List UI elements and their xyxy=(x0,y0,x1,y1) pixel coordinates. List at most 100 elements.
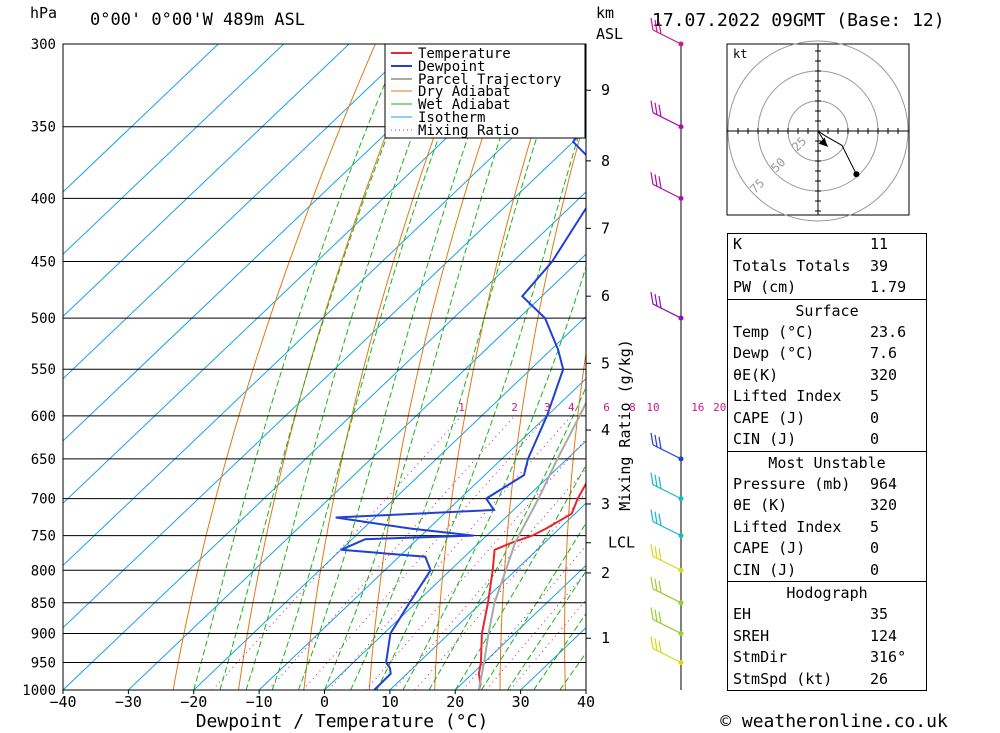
surface-row: Temp (°C) 23.6 xyxy=(728,322,926,344)
storm-motion-arrow xyxy=(818,137,828,147)
wind-barb-dot xyxy=(678,124,684,130)
isotherm-line xyxy=(389,502,586,690)
wind-barb-flag xyxy=(654,638,658,651)
isotherm-line xyxy=(63,44,285,255)
mixing-ratio-label: 3 xyxy=(544,401,551,414)
mu-row: Lifted Index 5 xyxy=(728,517,926,539)
pressure-tick-label: 450 xyxy=(31,255,56,271)
wet-adiabat-line xyxy=(271,44,474,690)
hodo-label: StmDir xyxy=(733,648,788,666)
pressure-tick-label: 300 xyxy=(31,37,56,53)
legend-temperature: Temperature xyxy=(418,46,511,62)
wind-barb-flag xyxy=(650,291,654,305)
wet-adiabat-line xyxy=(297,44,502,690)
x-tick-label: 0 xyxy=(320,693,329,711)
wind-barb-flag xyxy=(650,576,654,589)
mixing-ratio-title: Mixing Ratio (g/kg) xyxy=(616,339,634,511)
mixing-ratio-label: 1 xyxy=(458,401,465,414)
wind-barb-shaft xyxy=(652,588,682,604)
surface-label: CAPE (J) xyxy=(733,408,806,427)
hodograph-unit: kt xyxy=(733,47,747,61)
isotherm-line xyxy=(454,564,586,690)
index-value: 1.79 xyxy=(870,278,907,296)
km-tick-label: 2 xyxy=(601,564,610,582)
mu-row: CAPE (J) 0 xyxy=(728,538,926,560)
pressure-tick-label: 1000 xyxy=(22,683,56,699)
isotherm-line xyxy=(128,253,586,690)
pressure-tick-label: 850 xyxy=(31,596,56,612)
mu-row: CIN (J) 0 xyxy=(728,560,926,582)
datetime-label: 17.07.2022 09GMT (Base: 12) xyxy=(652,10,945,31)
mixing-ratio-label: 10 xyxy=(646,401,659,414)
pressure-tick-label: 600 xyxy=(31,409,56,425)
pressure-unit-label: hPa xyxy=(30,4,58,22)
surface-label: Temp (°C) xyxy=(733,322,815,341)
mu-label: θE (K) xyxy=(733,496,788,514)
pressure-tick-label: 500 xyxy=(31,311,56,327)
wind-barb-flag xyxy=(658,295,662,309)
asl-label: ASL xyxy=(596,25,624,43)
wind-barb-shaft xyxy=(652,29,682,45)
wind-barb-flag xyxy=(654,434,658,447)
surface-label: Dewp (°C) xyxy=(733,344,815,362)
hodo-row: StmSpd (kt) 26 xyxy=(728,669,926,691)
mixing-ratio-line xyxy=(392,468,586,690)
wind-barb-shaft xyxy=(652,112,682,128)
hodo-row: StmDir 316° xyxy=(728,647,926,669)
mixing-ratio-label: 16 xyxy=(691,401,704,414)
wind-barb-flag xyxy=(650,100,654,113)
surface-row: Lifted Index 5 xyxy=(728,386,926,408)
wind-barb-flag xyxy=(650,509,654,522)
surface-value: 0 xyxy=(870,408,880,427)
hodo-value: 124 xyxy=(870,626,898,645)
km-tick-label: 3 xyxy=(601,495,610,513)
wind-barb-flag xyxy=(650,607,654,620)
wind-barb-flag xyxy=(654,546,658,559)
wind-barb-flag xyxy=(650,172,654,185)
index-row-totals: Totals Totals 39 xyxy=(728,256,926,278)
surface-label: CIN (J) xyxy=(733,430,797,448)
pressure-tick-label: 900 xyxy=(31,626,56,642)
wind-barb-flag xyxy=(654,174,658,187)
mu-value: 320 xyxy=(870,496,898,514)
wind-barb-shaft xyxy=(652,555,682,571)
km-tick-label: 6 xyxy=(601,287,610,305)
hodo-label: EH xyxy=(733,605,752,623)
x-tick-label: −40 xyxy=(49,693,76,711)
wind-barb-shaft xyxy=(652,618,682,635)
surface-row: CAPE (J) 0 xyxy=(728,408,926,430)
x-tick-label: −10 xyxy=(246,693,273,711)
wind-barb-flag xyxy=(658,21,662,35)
legend-parcel: Parcel Trajectory xyxy=(418,72,561,88)
wind-barb-flag xyxy=(654,578,658,591)
wind-barb-flag xyxy=(658,104,662,117)
wind-barb-flag xyxy=(654,102,658,115)
surface-value: 7.6 xyxy=(870,344,898,362)
surface-row: θE(K) 320 xyxy=(728,365,926,387)
isotherm-line xyxy=(63,191,586,690)
surface-label: θE(K) xyxy=(733,365,779,384)
mu-row: θE (K) 320 xyxy=(728,495,926,517)
pressure-tick-label: 700 xyxy=(31,492,56,508)
mixing-ratio-line xyxy=(328,415,572,690)
index-value: 39 xyxy=(870,256,889,275)
surface-value: 5 xyxy=(870,387,880,405)
hodograph-trace xyxy=(817,130,857,175)
wind-barb-flag xyxy=(654,293,658,307)
isotherm-line xyxy=(63,44,415,380)
index-label: PW (cm) xyxy=(733,278,797,296)
mixing-ratio-label: 4 xyxy=(568,401,575,414)
km-tick-label: 8 xyxy=(601,152,610,170)
km-unit-label: km xyxy=(596,4,615,22)
pressure-tick-label: 550 xyxy=(31,362,56,378)
mixing-ratio-label: 8 xyxy=(629,401,636,414)
km-tick-label: LCL xyxy=(608,534,635,552)
wind-barb-shaft xyxy=(652,484,682,500)
wind-barb-shaft xyxy=(652,647,682,664)
legend-wet-adiabat: Wet Adiabat xyxy=(418,97,511,113)
mixing-ratio-label: 6 xyxy=(603,401,610,414)
wind-barb-shaft xyxy=(652,444,682,460)
wet-adiabat-line xyxy=(428,386,586,690)
